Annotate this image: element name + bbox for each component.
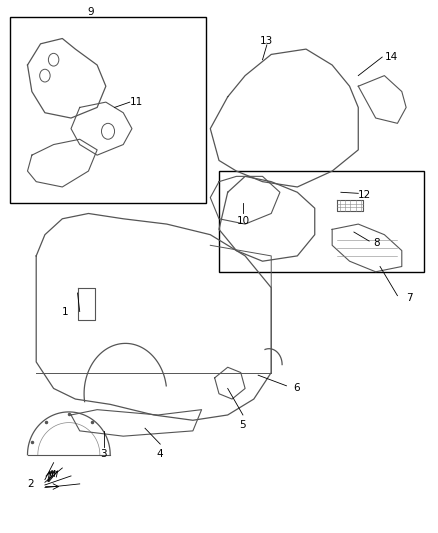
Text: 6: 6 [293,383,300,393]
Text: 4: 4 [157,449,163,459]
Text: 3: 3 [100,449,107,459]
Text: 13: 13 [260,36,273,46]
Bar [219,171,424,272]
Bar [10,17,206,203]
Text: 9: 9 [87,7,94,17]
Text: 12: 12 [358,190,371,200]
Text: 11: 11 [130,97,143,107]
Text: 2: 2 [28,479,34,489]
Text: 5: 5 [240,420,246,430]
Text: 8: 8 [374,238,380,248]
Text: 7: 7 [406,293,413,303]
Text: 1: 1 [62,306,69,317]
Text: 14: 14 [385,52,398,62]
Text: 10: 10 [237,216,250,226]
